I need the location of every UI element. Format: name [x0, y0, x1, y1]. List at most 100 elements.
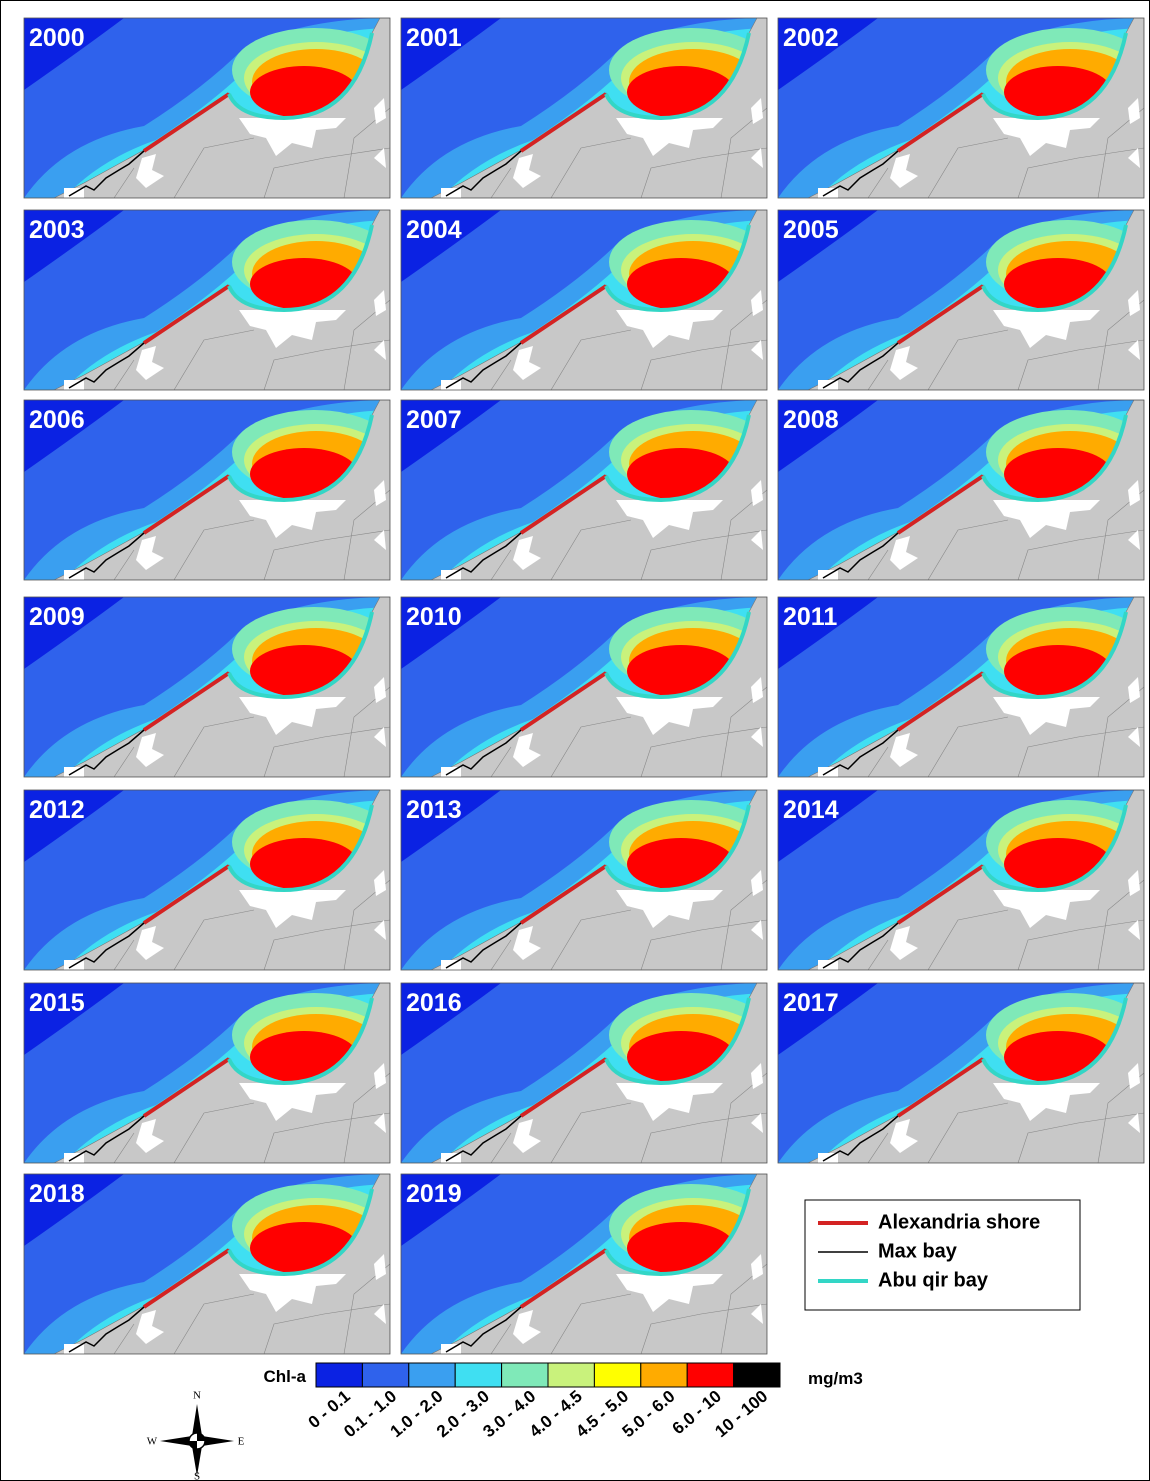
land-boundaries [867, 1072, 1144, 1163]
panel-year: 2003 [29, 216, 85, 244]
offshore-zone [24, 1174, 124, 1246]
shore-line [142, 284, 231, 345]
max-bay-line [445, 532, 522, 579]
land-boundaries [867, 489, 1144, 580]
map-panel: 2013 [400, 789, 768, 971]
panel-border [400, 789, 768, 971]
compass-arrow [192, 1404, 202, 1441]
panel-border [777, 17, 1145, 199]
legend-items: Alexandria shore Max bay Abu qir bay [818, 1211, 1040, 1291]
abu-qir-line [227, 611, 374, 700]
panel-year: 2019 [406, 1180, 462, 1208]
abu-qir-line [604, 997, 751, 1086]
map-body [401, 790, 767, 970]
panel-border [400, 209, 768, 391]
panel-year: 2015 [29, 989, 85, 1017]
land-boundaries [867, 686, 1144, 777]
lake [136, 1310, 164, 1344]
abu-qir-line [604, 1188, 751, 1277]
lake [513, 733, 541, 767]
map-panel: 2004 [400, 209, 768, 391]
shore-line [896, 1057, 985, 1118]
lake [239, 1083, 346, 1121]
colorbar-cell [501, 1362, 549, 1388]
map-body [401, 1174, 767, 1354]
panel-year: 2004 [406, 216, 462, 244]
max-bay-line [68, 729, 145, 776]
map-panel: 2011 [777, 596, 1145, 778]
abu-qir-line [604, 804, 751, 893]
panel-year: 2005 [783, 216, 839, 244]
max-bay-line [822, 150, 899, 197]
offshore-zone [778, 983, 878, 1055]
map-panel: 2015 [23, 982, 391, 1164]
shore-line [519, 1057, 608, 1118]
lake [993, 890, 1100, 928]
abu-qir-line [227, 804, 374, 893]
max-bay-line [822, 729, 899, 776]
panel-border [777, 209, 1145, 391]
panel-year: 2012 [29, 796, 85, 824]
lake [239, 697, 346, 735]
abu-qir-line [981, 804, 1128, 893]
abu-qir-line [981, 32, 1128, 121]
offshore-zone [401, 1174, 501, 1246]
map-body [778, 400, 1144, 580]
shore-line [519, 284, 608, 345]
legend-label: Alexandria shore [878, 1211, 1040, 1233]
lake [136, 346, 164, 380]
lake [993, 118, 1100, 156]
panel-year: 2007 [406, 406, 462, 434]
compass-quadrants [189, 1433, 205, 1449]
lake [890, 154, 918, 188]
abu-qir-line [604, 224, 751, 313]
shore-line [519, 92, 608, 153]
shore-line [519, 474, 608, 535]
map-body [401, 210, 767, 390]
offshore-zone [401, 210, 501, 282]
abu-qir-line [227, 997, 374, 1086]
lake [616, 890, 723, 928]
lake [239, 118, 346, 156]
panel-year: 2011 [783, 603, 837, 631]
compass-s: S [194, 1471, 200, 1481]
lake [890, 926, 918, 960]
land-boundaries [490, 1072, 767, 1163]
land-boundaries [113, 1072, 390, 1163]
map-body [401, 597, 767, 777]
shore-line [142, 864, 231, 925]
colorbar-cell [547, 1362, 595, 1388]
map-panel: 2014 [777, 789, 1145, 971]
panel-border [23, 209, 391, 391]
offshore-zone [24, 210, 124, 282]
shore-line [142, 671, 231, 732]
abu-qir-line [227, 224, 374, 313]
offshore-zone [778, 790, 878, 862]
offshore-zone [778, 210, 878, 282]
shore-line [896, 92, 985, 153]
map-panel: 2003 [23, 209, 391, 391]
max-bay-line [68, 922, 145, 969]
offshore-zone [401, 18, 501, 90]
lake [993, 310, 1100, 348]
land-boundaries [113, 686, 390, 777]
map-body [401, 18, 767, 198]
map-panel: 2005 [777, 209, 1145, 391]
offshore-zone [24, 597, 124, 669]
land-boundaries [490, 686, 767, 777]
lake [993, 697, 1100, 735]
compass-arrow [197, 1436, 234, 1446]
map-body [778, 597, 1144, 777]
shore-line [896, 284, 985, 345]
offshore-zone [24, 983, 124, 1055]
map-panel: 2018 [23, 1173, 391, 1355]
abu-qir-line [981, 997, 1128, 1086]
lake [239, 1274, 346, 1312]
lake [513, 154, 541, 188]
map-body [24, 210, 390, 390]
map-body [778, 983, 1144, 1163]
panel-border [23, 789, 391, 971]
map-panel: 2017 [777, 982, 1145, 1164]
compass-e: E [238, 1436, 245, 1448]
map-panel: 2016 [400, 982, 768, 1164]
